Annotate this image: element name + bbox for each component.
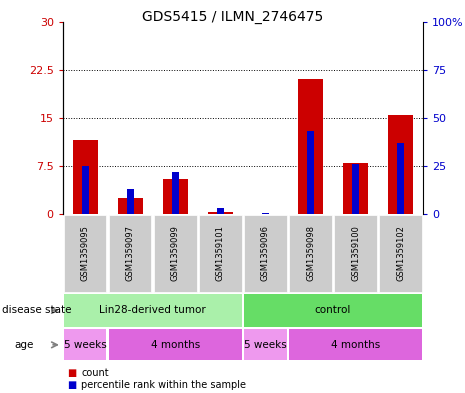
Bar — [208, 212, 233, 214]
Text: GSM1359097: GSM1359097 — [126, 226, 135, 281]
Text: GSM1359102: GSM1359102 — [396, 226, 405, 281]
Bar — [397, 143, 404, 214]
Bar — [298, 79, 323, 214]
Bar — [127, 189, 134, 214]
Text: GSM1359096: GSM1359096 — [261, 226, 270, 281]
Text: GSM1359098: GSM1359098 — [306, 226, 315, 281]
Bar — [352, 164, 359, 214]
Text: count: count — [81, 368, 109, 378]
Text: percentile rank within the sample: percentile rank within the sample — [81, 380, 246, 390]
Text: GSM1359101: GSM1359101 — [216, 226, 225, 281]
Bar — [82, 166, 89, 214]
Bar — [217, 208, 224, 214]
Bar — [307, 131, 314, 214]
Bar — [262, 213, 269, 214]
Text: 4 months: 4 months — [151, 340, 200, 350]
Bar — [172, 172, 179, 214]
Text: 5 weeks: 5 weeks — [244, 340, 287, 350]
Text: 5 weeks: 5 weeks — [64, 340, 106, 350]
Bar — [388, 115, 413, 214]
Text: disease state: disease state — [2, 305, 72, 316]
Text: age: age — [14, 340, 33, 350]
Text: GDS5415 / ILMN_2746475: GDS5415 / ILMN_2746475 — [142, 10, 323, 24]
Text: Lin28-derived tumor: Lin28-derived tumor — [100, 305, 206, 316]
Bar — [118, 198, 143, 214]
Text: control: control — [315, 305, 351, 316]
Bar — [163, 179, 188, 214]
Text: GSM1359095: GSM1359095 — [81, 226, 90, 281]
Text: ■: ■ — [67, 380, 77, 390]
Text: ■: ■ — [67, 368, 77, 378]
Text: 4 months: 4 months — [331, 340, 380, 350]
Bar — [73, 140, 98, 214]
Bar — [343, 163, 368, 214]
Text: GSM1359100: GSM1359100 — [351, 226, 360, 281]
Text: GSM1359099: GSM1359099 — [171, 226, 180, 281]
